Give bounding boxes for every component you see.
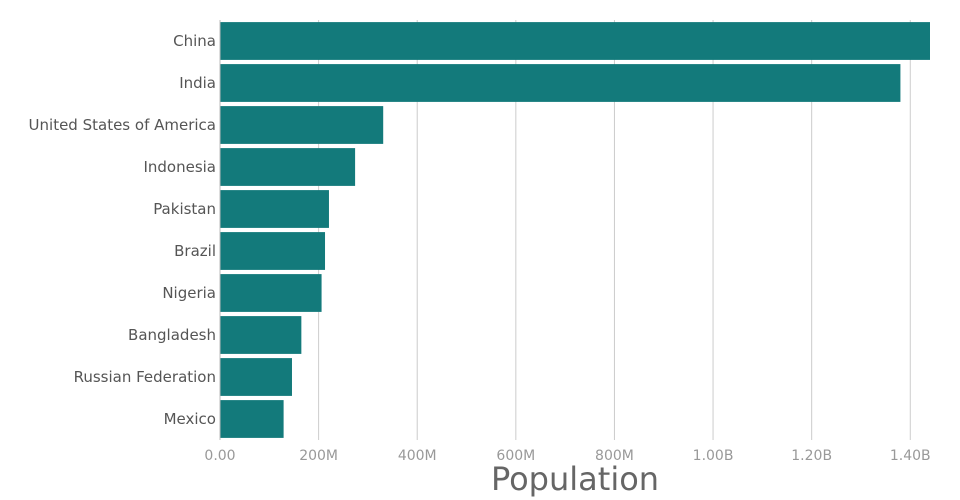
- bar: [220, 106, 384, 144]
- category-label: Pakistan: [153, 200, 216, 218]
- x-tick-label: 0.00: [204, 448, 235, 464]
- bar: [220, 22, 930, 60]
- bar: [220, 190, 329, 228]
- category-label: Russian Federation: [74, 368, 216, 386]
- category-labels: China India United States of America Indone…: [29, 32, 216, 428]
- bar: [220, 316, 302, 354]
- category-label: United States of America: [29, 116, 216, 134]
- category-label: Brazil: [174, 242, 216, 260]
- x-tick-label: 200M: [299, 448, 338, 464]
- x-tick-label: 1.20B: [791, 448, 832, 464]
- x-tick-label: 1.40B: [890, 448, 931, 464]
- x-tick-label: 1.00B: [693, 448, 734, 464]
- category-label: Indonesia: [143, 158, 216, 176]
- bar: [220, 274, 322, 312]
- x-tick-label: 600M: [496, 448, 535, 464]
- bar: [220, 64, 901, 102]
- category-label: Nigeria: [162, 284, 216, 302]
- x-tick-labels: 0.00 200M 400M 600M 800M 1.00B 1.20B 1.40B: [204, 448, 930, 464]
- category-label: Bangladesh: [128, 326, 216, 344]
- x-tick-label: 400M: [398, 448, 437, 464]
- x-tick-label: 800M: [595, 448, 634, 464]
- bars: [220, 22, 930, 438]
- bar: [220, 148, 356, 186]
- bar: [220, 400, 284, 438]
- category-label: India: [179, 74, 216, 92]
- x-axis-title: Population: [491, 460, 659, 498]
- category-label: Mexico: [164, 410, 216, 428]
- bar: [220, 232, 326, 270]
- category-label: China: [173, 32, 216, 50]
- bar: [220, 358, 292, 396]
